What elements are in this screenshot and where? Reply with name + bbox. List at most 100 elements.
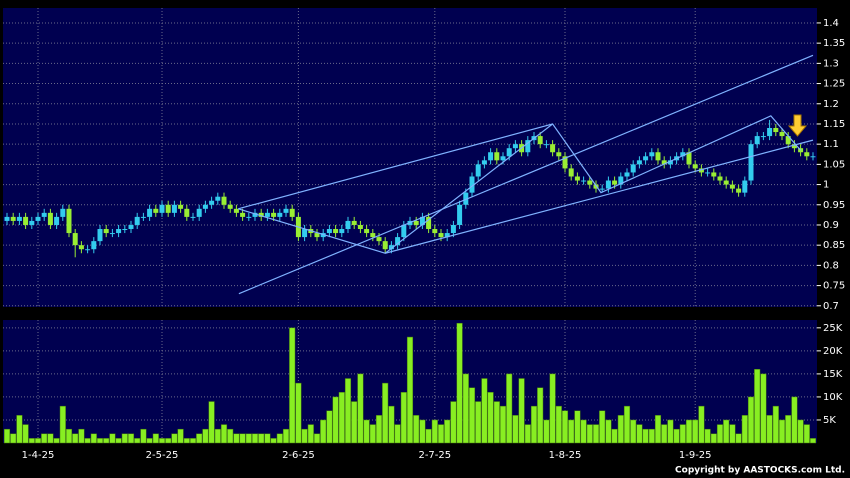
candle-body xyxy=(599,188,605,190)
volume-bar xyxy=(357,373,364,444)
candle-body xyxy=(426,216,432,230)
candle-body xyxy=(382,241,388,250)
candle-body xyxy=(140,216,146,218)
volume-bar xyxy=(208,401,215,444)
candle-body xyxy=(202,204,208,209)
candle-body xyxy=(395,237,401,246)
volume-bar xyxy=(419,419,426,444)
signal-arrow xyxy=(787,114,808,137)
volume-bar xyxy=(766,415,773,444)
volume-bar xyxy=(394,424,401,444)
volume-bar xyxy=(661,424,668,444)
candle-body xyxy=(351,220,357,225)
candle-body xyxy=(190,216,196,218)
volume-tick-label: 10K xyxy=(823,392,843,403)
volume-bar xyxy=(797,419,804,444)
candle-body xyxy=(543,144,549,146)
volume-tick-label: 20K xyxy=(823,346,843,357)
volume-bar xyxy=(103,438,110,444)
volume-bar xyxy=(28,438,35,444)
volume-bar xyxy=(72,433,79,444)
candle-body xyxy=(339,229,345,234)
volume-bar xyxy=(636,424,643,444)
candle-body xyxy=(618,176,624,185)
candle-body xyxy=(649,152,655,157)
volume-bar xyxy=(22,424,29,444)
y-tick-label: 1.4 xyxy=(823,18,839,29)
volume-bar xyxy=(41,433,48,444)
candle-body xyxy=(686,152,692,165)
candle-body xyxy=(103,229,109,234)
candle-body xyxy=(196,208,202,217)
volume-bar xyxy=(109,433,116,444)
volume-bar xyxy=(617,415,624,444)
candle-body xyxy=(333,229,339,234)
volume-bar xyxy=(264,433,271,444)
candle-body xyxy=(612,180,618,185)
candle-body xyxy=(754,136,760,145)
volume-bar xyxy=(580,419,587,444)
candle-body xyxy=(109,233,115,235)
candle-body xyxy=(159,204,165,213)
volume-bar xyxy=(96,438,104,444)
candle-body xyxy=(388,245,394,250)
volume-bar xyxy=(400,392,407,444)
volume-bar xyxy=(499,405,507,444)
volume-bar xyxy=(425,428,432,444)
candle-body xyxy=(91,241,97,250)
candle-body xyxy=(134,216,140,225)
trendline xyxy=(238,54,814,295)
volume-bar xyxy=(543,419,550,444)
volume-bar xyxy=(375,415,383,444)
volume-bar xyxy=(158,438,166,444)
volume-bar xyxy=(630,419,637,444)
candle-body xyxy=(171,204,177,213)
volume-bar xyxy=(760,373,767,444)
volume-bar xyxy=(586,424,593,444)
volume-bar xyxy=(406,336,414,444)
volume-bar xyxy=(146,438,153,444)
candle-body xyxy=(494,152,500,161)
candle-body xyxy=(357,224,363,230)
volume-bar xyxy=(754,369,761,444)
candle-body xyxy=(475,164,481,177)
candle-body xyxy=(215,196,221,201)
volume-bar xyxy=(685,419,693,444)
volume-bar xyxy=(245,433,252,444)
candle-body xyxy=(432,229,438,234)
y-tick-label: 0.8 xyxy=(823,260,839,271)
candle-body xyxy=(60,208,66,217)
volume-bar xyxy=(475,401,482,444)
candle-body xyxy=(258,212,264,217)
candle-body xyxy=(78,245,84,250)
candle-body xyxy=(41,212,47,217)
volume-tick-label: 15K xyxy=(823,369,843,380)
volume-bar xyxy=(772,405,779,444)
y-tick-label: 0.75 xyxy=(823,281,845,292)
candle-body xyxy=(705,172,711,174)
volume-bar xyxy=(313,433,321,444)
candle-body xyxy=(729,184,735,189)
trendline xyxy=(385,139,814,254)
volume-bar xyxy=(654,415,662,444)
volume-bar xyxy=(171,433,178,444)
volume-bar xyxy=(90,433,97,444)
candle-body xyxy=(667,160,673,165)
candle-body xyxy=(209,200,215,205)
y-tick-label: 1.05 xyxy=(823,159,845,170)
volume-bar xyxy=(363,419,370,444)
candle-body xyxy=(289,208,295,217)
candle-body xyxy=(283,208,289,213)
candle-body xyxy=(785,136,791,145)
candle-body xyxy=(525,140,531,153)
volume-bar xyxy=(301,428,308,444)
x-tick-label: 2-5-25 xyxy=(146,450,179,461)
x-tick-label: 1-8-25 xyxy=(549,450,582,461)
volume-bar xyxy=(326,410,333,444)
candle-body xyxy=(153,208,159,213)
volume-bar xyxy=(276,433,283,444)
volume-bar xyxy=(84,438,91,444)
candle-body xyxy=(116,229,122,234)
candle-body xyxy=(221,196,227,205)
volume-bar xyxy=(605,419,612,444)
